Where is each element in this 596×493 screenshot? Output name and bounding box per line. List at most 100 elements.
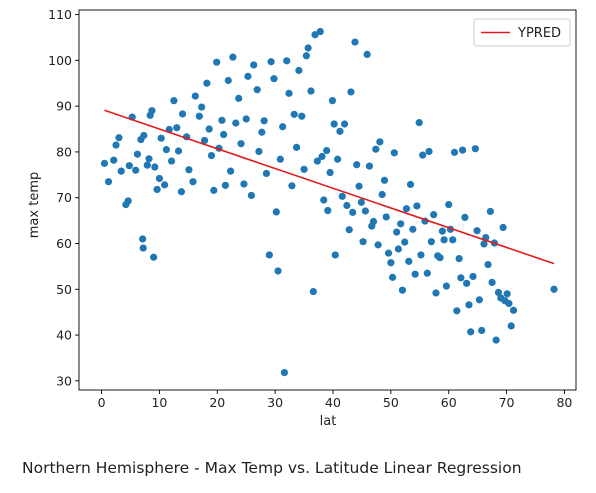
data-point xyxy=(492,336,500,344)
data-point xyxy=(295,66,303,75)
data-point xyxy=(272,208,280,216)
data-point xyxy=(445,200,453,209)
data-point xyxy=(244,72,252,80)
data-point xyxy=(473,227,481,235)
data-point xyxy=(132,166,140,174)
data-point xyxy=(382,213,390,221)
data-point xyxy=(185,166,193,174)
data-point xyxy=(229,53,237,61)
x-tick-label: 60 xyxy=(441,395,457,410)
x-axis-ticks: 0 10 20 30 40 50 60 70 80 xyxy=(98,390,572,410)
data-point xyxy=(139,244,147,252)
data-point xyxy=(139,235,147,243)
data-point xyxy=(467,328,475,336)
data-point xyxy=(393,228,401,236)
y-tick-label: 30 xyxy=(56,373,72,388)
data-point xyxy=(455,255,463,263)
data-point xyxy=(302,52,310,60)
data-point xyxy=(200,136,209,145)
data-point xyxy=(218,116,226,124)
data-point xyxy=(178,110,187,118)
plot-area xyxy=(78,9,577,391)
data-point xyxy=(365,162,374,170)
regression-line xyxy=(104,109,555,265)
data-point xyxy=(380,176,389,184)
data-point xyxy=(398,286,407,294)
data-point xyxy=(499,223,507,232)
data-point xyxy=(221,181,229,189)
data-point xyxy=(124,197,132,205)
data-point xyxy=(283,57,291,65)
data-point xyxy=(207,151,216,160)
data-point xyxy=(274,267,282,275)
data-point xyxy=(265,251,273,259)
data-point xyxy=(161,181,169,189)
data-point xyxy=(442,282,450,290)
data-point xyxy=(409,225,417,233)
data-point xyxy=(343,201,351,210)
data-point xyxy=(355,182,363,190)
data-point xyxy=(336,127,344,135)
data-point xyxy=(316,27,324,36)
data-point xyxy=(453,307,461,315)
data-point xyxy=(330,120,338,128)
data-point xyxy=(363,50,371,59)
data-point xyxy=(463,279,471,287)
data-point xyxy=(449,236,457,244)
legend-box xyxy=(473,18,571,47)
data-point xyxy=(125,162,133,170)
data-point xyxy=(430,211,438,219)
data-point xyxy=(276,155,284,163)
data-point xyxy=(376,138,384,146)
y-tick-label: 100 xyxy=(48,53,72,68)
data-point xyxy=(155,174,164,183)
data-point xyxy=(471,145,479,153)
data-point xyxy=(369,217,378,226)
data-point xyxy=(162,146,170,154)
data-point xyxy=(270,75,278,83)
data-point xyxy=(288,182,296,190)
data-point xyxy=(469,272,477,281)
data-point xyxy=(384,249,393,257)
data-point xyxy=(394,245,402,253)
data-point xyxy=(240,180,248,188)
scatter-points xyxy=(100,27,558,377)
data-point xyxy=(133,150,142,158)
data-point xyxy=(372,145,380,153)
data-point xyxy=(250,61,258,69)
data-point xyxy=(235,94,243,102)
data-point xyxy=(174,147,183,155)
data-point xyxy=(279,123,287,131)
data-point xyxy=(224,76,232,85)
y-tick-label: 80 xyxy=(56,144,72,159)
data-point xyxy=(195,112,203,120)
data-point xyxy=(104,178,113,186)
data-point xyxy=(148,107,156,115)
data-point xyxy=(292,143,301,151)
data-point xyxy=(280,369,288,377)
data-point xyxy=(397,220,405,228)
data-point xyxy=(503,290,511,298)
data-point xyxy=(267,58,275,66)
data-point xyxy=(359,238,367,246)
y-tick-label: 60 xyxy=(56,236,72,251)
data-point xyxy=(150,253,158,261)
data-point xyxy=(210,186,218,194)
data-point xyxy=(353,161,361,169)
data-point xyxy=(423,269,431,277)
data-point xyxy=(465,301,473,309)
data-point xyxy=(304,44,312,52)
data-point xyxy=(461,213,469,221)
data-point xyxy=(425,147,433,156)
data-point xyxy=(237,140,245,148)
data-point xyxy=(494,288,503,297)
data-point xyxy=(338,192,346,200)
data-point xyxy=(458,146,467,154)
data-point xyxy=(457,274,465,282)
y-tick-label: 50 xyxy=(56,282,72,297)
data-point xyxy=(309,287,317,296)
y-tick-label: 90 xyxy=(56,99,72,114)
x-tick-label: 0 xyxy=(98,395,106,410)
data-point xyxy=(307,87,315,95)
data-point xyxy=(427,238,435,246)
